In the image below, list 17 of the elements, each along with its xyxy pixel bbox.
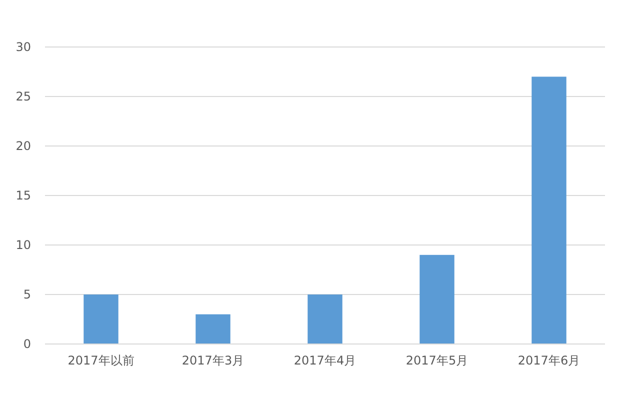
y-tick-label: 5 bbox=[23, 287, 31, 302]
bar bbox=[532, 76, 566, 344]
x-tick-label: 2017年6月 bbox=[518, 354, 580, 368]
bar bbox=[420, 254, 454, 344]
x-tick-label: 2017年5月 bbox=[406, 354, 468, 368]
x-tick-label: 2017年以前 bbox=[68, 354, 134, 368]
bar bbox=[196, 314, 230, 344]
y-tick-label: 30 bbox=[16, 40, 31, 54]
y-tick-label: 20 bbox=[16, 138, 31, 153]
x-tick-label: 2017年4月 bbox=[294, 354, 356, 368]
bar bbox=[84, 294, 118, 344]
x-tick-label: 2017年3月 bbox=[182, 354, 244, 368]
bar bbox=[308, 294, 342, 344]
y-tick-label: 10 bbox=[16, 238, 31, 252]
y-tick-label: 25 bbox=[16, 89, 31, 104]
y-tick-label: 15 bbox=[16, 188, 31, 202]
y-tick-label: 0 bbox=[23, 336, 31, 351]
